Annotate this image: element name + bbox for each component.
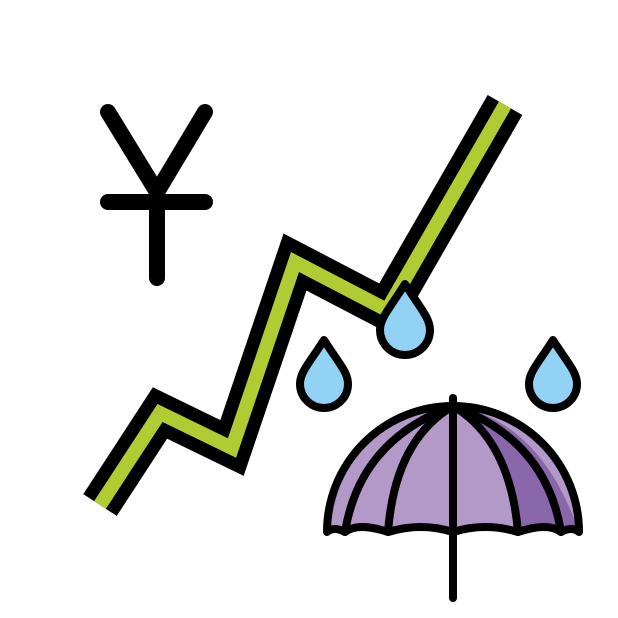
raindrop-icon	[296, 280, 581, 412]
umbrella-icon	[323, 394, 583, 602]
yen-icon	[100, 104, 213, 286]
umbrella-canopy-shade	[453, 406, 579, 532]
raindrop-large	[376, 280, 434, 359]
chart-increasing-icon	[83, 95, 523, 516]
raindrop-right	[525, 336, 581, 412]
raindrop-left	[296, 336, 352, 412]
